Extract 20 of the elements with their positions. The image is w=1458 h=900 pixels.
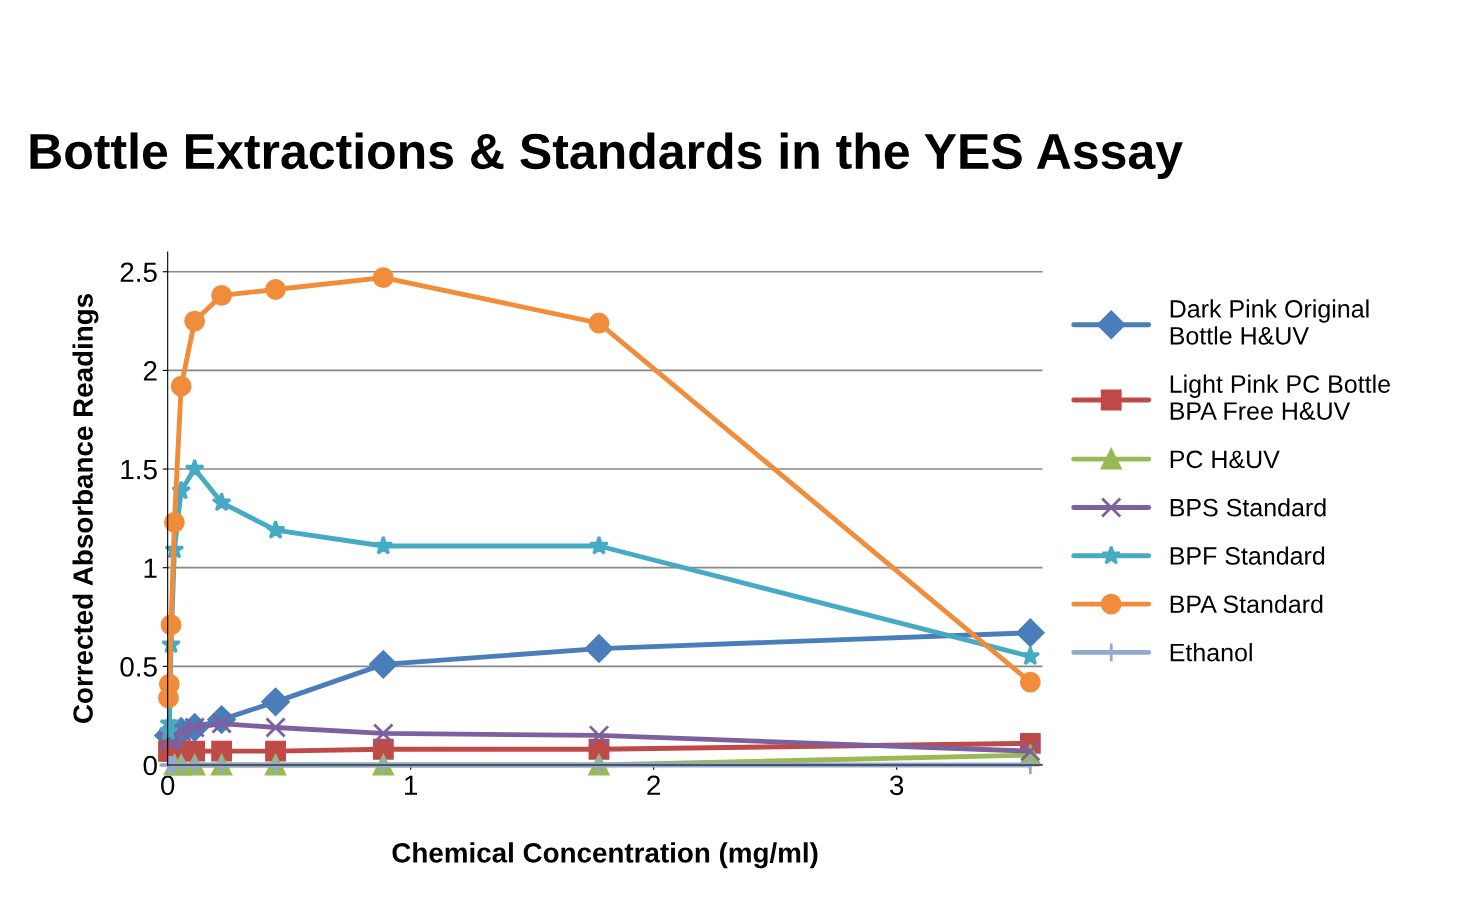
legend-label: Dark Pink Original Bottle H&UV	[1170, 299, 1369, 345]
legend-label: Light Pink PC Bottle BPA Free H&UV	[1170, 374, 1390, 420]
y-axis-title: Corrected Absorbance Readings	[72, 294, 99, 723]
x-tick-label: 1	[405, 775, 418, 795]
y-tick-label: 2.5	[120, 262, 157, 283]
legend-label: BPF Standard	[1170, 546, 1325, 565]
y-tick-label: 1	[144, 558, 157, 578]
legend-label: Ethanol	[1170, 643, 1252, 662]
legend-label: BPA Standard	[1170, 594, 1323, 614]
chart-title: Bottle Extractions & Standards in the YES Assay	[30, 132, 1183, 180]
y-tick-label: 0	[143, 755, 157, 776]
y-tick-label: 2	[143, 361, 157, 381]
y-tick-label: 0.5	[120, 657, 157, 677]
x-tick-label: 0	[161, 775, 175, 796]
x-tick-label: 3	[890, 775, 904, 796]
x-axis-title: Chemical Concentration (mg/ml)	[392, 842, 818, 869]
legend-label: BPS Standard	[1170, 498, 1326, 517]
x-tick-label: 2	[647, 775, 660, 795]
y-tick-label: 1.5	[121, 459, 157, 480]
legend-label: PC H&UV	[1170, 450, 1280, 469]
